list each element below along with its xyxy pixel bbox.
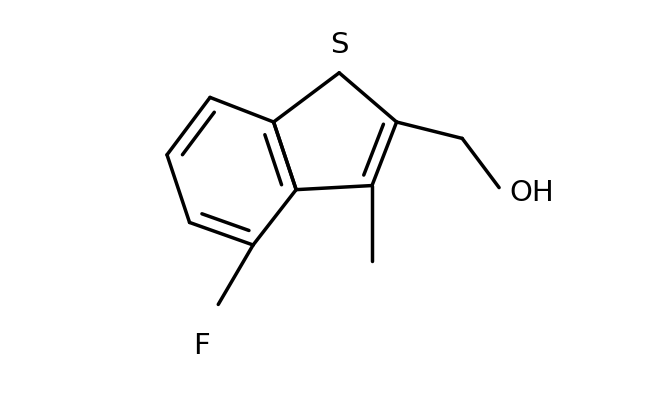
Text: S: S bbox=[330, 31, 348, 59]
Text: F: F bbox=[193, 331, 211, 359]
Text: OH: OH bbox=[509, 178, 554, 206]
